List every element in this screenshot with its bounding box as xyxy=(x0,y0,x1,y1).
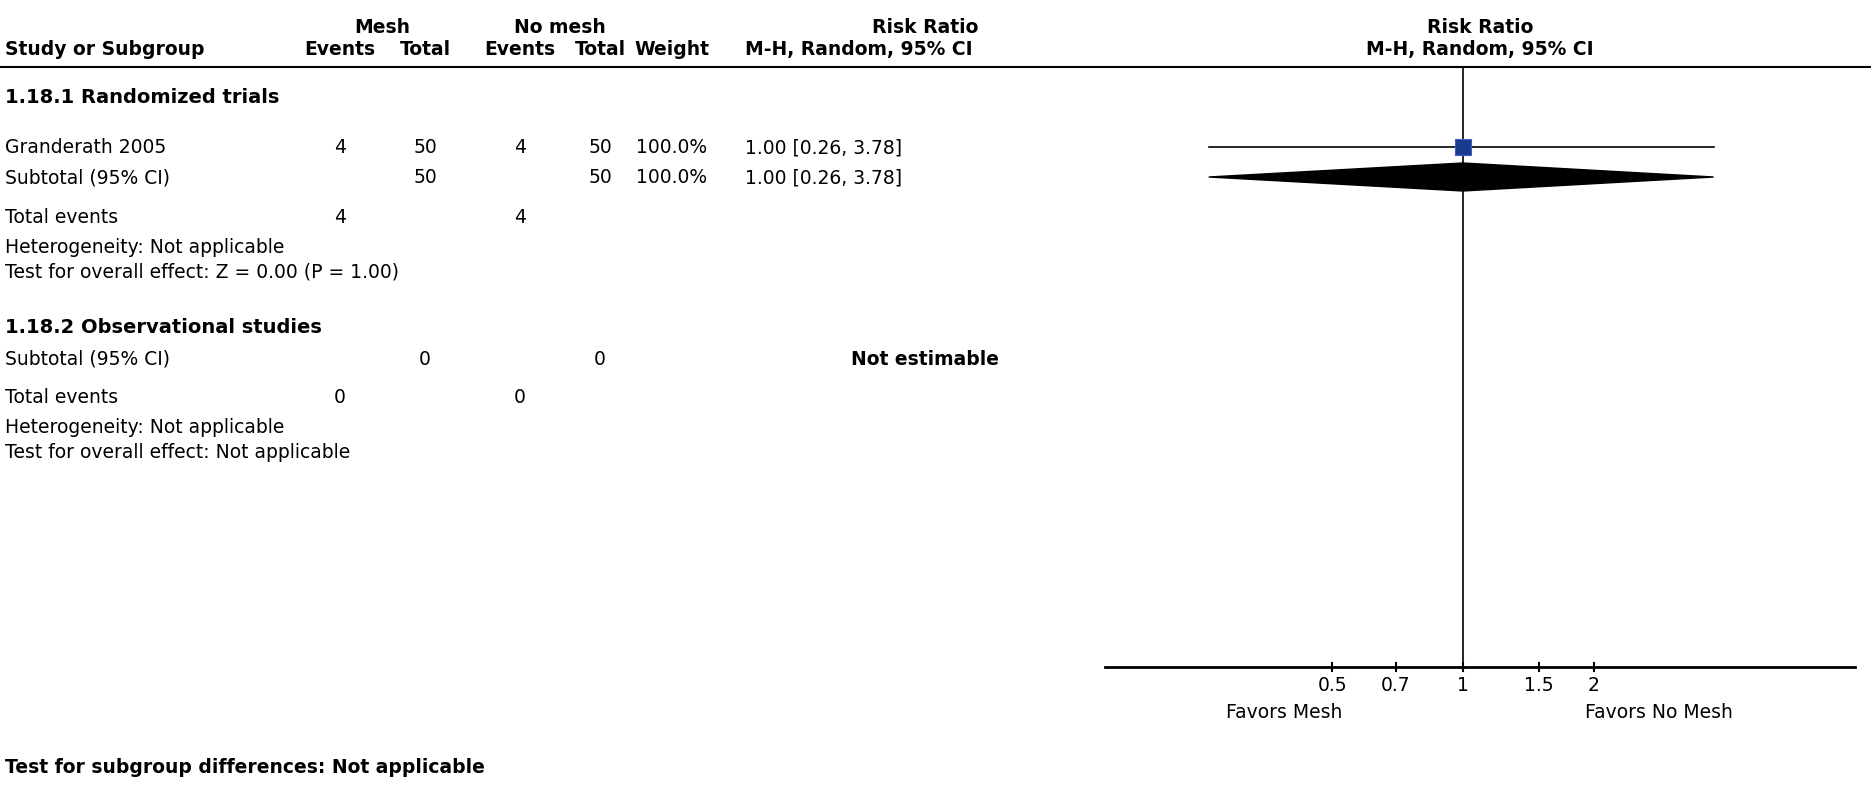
Text: Subtotal (95% CI): Subtotal (95% CI) xyxy=(6,349,170,369)
Text: 4: 4 xyxy=(515,208,526,226)
Text: 0.7: 0.7 xyxy=(1381,675,1411,694)
Text: Heterogeneity: Not applicable: Heterogeneity: Not applicable xyxy=(6,238,284,257)
Text: Study or Subgroup: Study or Subgroup xyxy=(6,40,204,59)
Text: 4: 4 xyxy=(335,138,346,157)
Text: 1.00 [0.26, 3.78]: 1.00 [0.26, 3.78] xyxy=(745,138,902,157)
Text: Test for overall effect: Not applicable: Test for overall effect: Not applicable xyxy=(6,442,350,462)
Text: Mesh: Mesh xyxy=(354,18,410,37)
Text: 50: 50 xyxy=(587,168,612,187)
Text: Total events: Total events xyxy=(6,388,118,406)
Text: Total events: Total events xyxy=(6,208,118,226)
Text: 100.0%: 100.0% xyxy=(636,138,707,157)
Text: 0.5: 0.5 xyxy=(1317,675,1347,694)
Text: Total: Total xyxy=(574,40,625,59)
Polygon shape xyxy=(1209,164,1714,192)
Text: 4: 4 xyxy=(335,208,346,226)
Text: Risk Ratio: Risk Ratio xyxy=(872,18,979,37)
Text: 1.18.2 Observational studies: 1.18.2 Observational studies xyxy=(6,318,322,336)
Text: 0: 0 xyxy=(335,388,346,406)
Text: 1.5: 1.5 xyxy=(1525,675,1555,694)
Text: 50: 50 xyxy=(413,168,436,187)
Text: Risk Ratio: Risk Ratio xyxy=(1428,18,1532,37)
Text: Subtotal (95% CI): Subtotal (95% CI) xyxy=(6,168,170,187)
Text: Events: Events xyxy=(305,40,376,59)
Text: Heterogeneity: Not applicable: Heterogeneity: Not applicable xyxy=(6,418,284,437)
Text: Favors Mesh: Favors Mesh xyxy=(1226,702,1342,721)
Text: 1.00 [0.26, 3.78]: 1.00 [0.26, 3.78] xyxy=(745,168,902,187)
Text: Not estimable: Not estimable xyxy=(851,349,999,369)
Text: M-H, Random, 95% CI: M-H, Random, 95% CI xyxy=(1366,40,1594,59)
Text: 0: 0 xyxy=(515,388,526,406)
Text: Test for subgroup differences: Not applicable: Test for subgroup differences: Not appli… xyxy=(6,757,485,776)
Text: 0: 0 xyxy=(419,349,430,369)
Text: Events: Events xyxy=(485,40,556,59)
Text: Favors No Mesh: Favors No Mesh xyxy=(1585,702,1733,721)
Text: 1: 1 xyxy=(1458,675,1469,694)
Text: Test for overall effect: Z = 0.00 (P = 1.00): Test for overall effect: Z = 0.00 (P = 1… xyxy=(6,263,399,282)
Text: Weight: Weight xyxy=(634,40,709,59)
Text: Granderath 2005: Granderath 2005 xyxy=(6,138,167,157)
Text: No mesh: No mesh xyxy=(515,18,606,37)
Text: 4: 4 xyxy=(515,138,526,157)
Text: 50: 50 xyxy=(413,138,436,157)
Text: 0: 0 xyxy=(595,349,606,369)
Text: M-H, Random, 95% CI: M-H, Random, 95% CI xyxy=(745,40,973,59)
Text: 1.18.1 Randomized trials: 1.18.1 Randomized trials xyxy=(6,88,279,107)
Text: Total: Total xyxy=(399,40,451,59)
Text: 2: 2 xyxy=(1588,675,1600,694)
Text: 50: 50 xyxy=(587,138,612,157)
Text: 100.0%: 100.0% xyxy=(636,168,707,187)
